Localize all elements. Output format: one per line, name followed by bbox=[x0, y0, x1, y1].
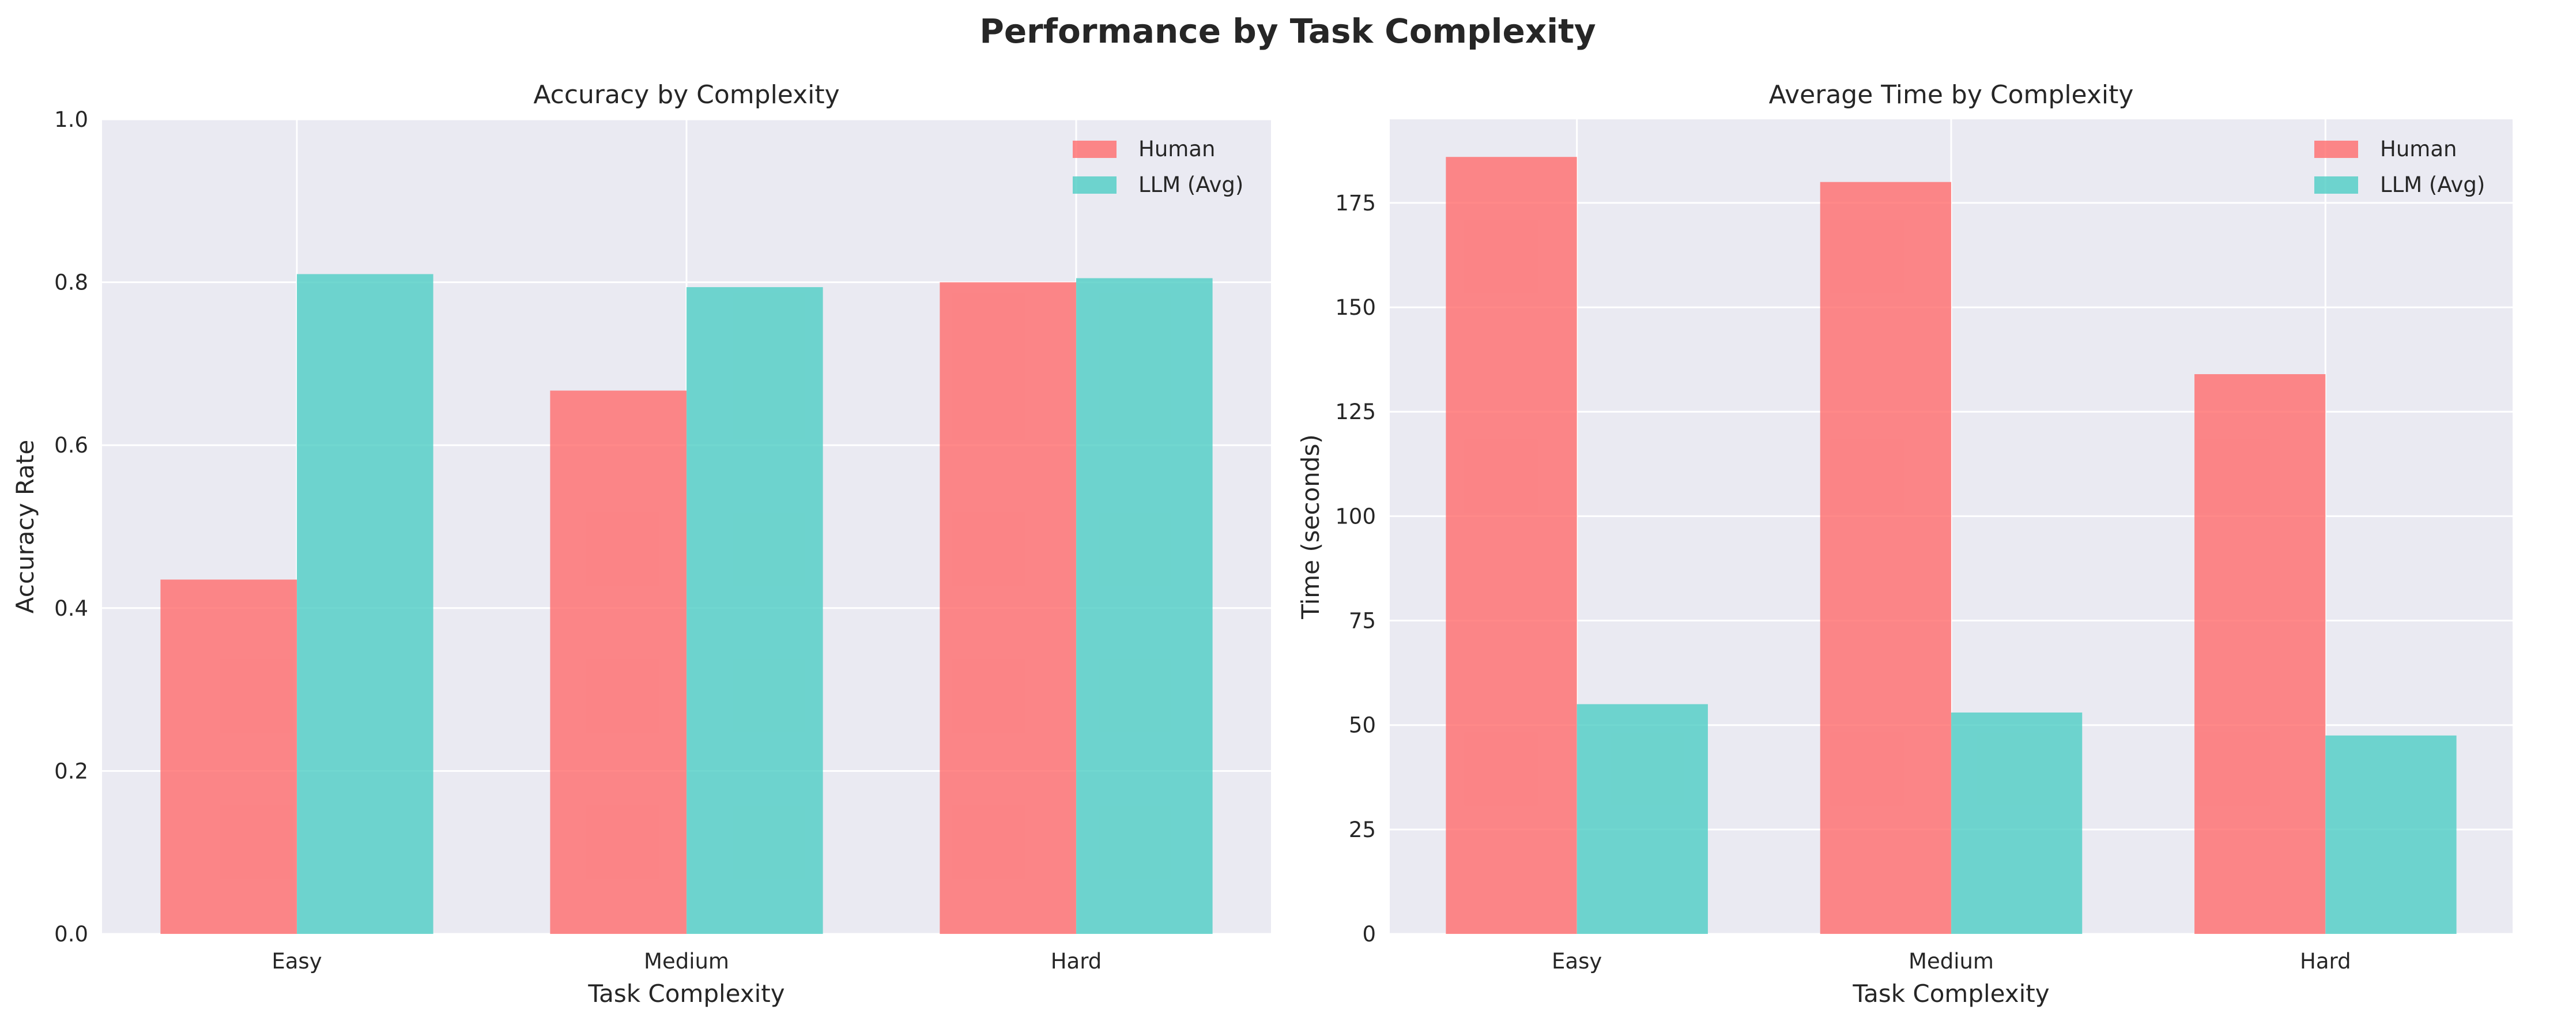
accuracy-bar-llm-medium bbox=[687, 287, 823, 934]
y-tick-label: 175 bbox=[1335, 191, 1376, 216]
time-bar-llm-medium bbox=[1951, 712, 2083, 934]
x-tick-label: Hard bbox=[1051, 949, 1102, 974]
legend-swatch bbox=[1073, 176, 1117, 194]
accuracy-bar-human-easy bbox=[160, 579, 297, 934]
accuracy-bar-human-hard bbox=[940, 282, 1076, 934]
time-chart: 0 25 50 75 100 125 150 175 Easy Medium Hard Average… bbox=[1296, 80, 2513, 1008]
time-bar-llm-hard bbox=[2325, 735, 2457, 934]
accuracy-bar-llm-easy bbox=[297, 274, 433, 934]
accuracy-bar-llm-hard bbox=[1076, 278, 1213, 934]
y-tick-label: 0.8 bbox=[54, 270, 88, 295]
y-tick-label: 150 bbox=[1335, 295, 1376, 320]
legend-label: LLM (Avg) bbox=[1138, 172, 1243, 197]
accuracy-x-axis-label: Task Complexity bbox=[587, 979, 785, 1008]
y-tick-label: 100 bbox=[1335, 504, 1376, 529]
time-chart-title: Average Time by Complexity bbox=[1769, 80, 2134, 110]
y-tick-label: 0.0 bbox=[54, 922, 88, 947]
legend-swatch bbox=[2314, 141, 2358, 158]
figure-title: Performance by Task Complexity bbox=[979, 12, 1596, 51]
y-tick-label: 125 bbox=[1335, 400, 1376, 424]
accuracy-bar-human-medium bbox=[550, 390, 687, 934]
time-bar-human-medium bbox=[1820, 182, 1951, 934]
x-tick-label: Medium bbox=[1909, 949, 1994, 974]
accuracy-chart: 0.0 0.2 0.4 0.6 0.8 1.0 Easy Medium Hard Accuracy… bbox=[11, 80, 1271, 1008]
time-y-axis-label: Time (seconds) bbox=[1296, 434, 1325, 620]
accuracy-legend: Human LLM (Avg) bbox=[1073, 137, 1243, 197]
y-tick-label: 0 bbox=[1362, 922, 1376, 947]
x-tick-label: Hard bbox=[2300, 949, 2351, 974]
legend-label: Human bbox=[2380, 137, 2457, 161]
legend-swatch bbox=[1073, 141, 1117, 158]
y-tick-label: 0.2 bbox=[54, 759, 88, 783]
y-tick-label: 1.0 bbox=[54, 107, 88, 132]
y-tick-label: 0.6 bbox=[54, 433, 88, 458]
legend-label: LLM (Avg) bbox=[2380, 172, 2485, 197]
y-tick-label: 50 bbox=[1349, 713, 1376, 738]
time-legend: Human LLM (Avg) bbox=[2314, 137, 2485, 197]
time-x-axis-label: Task Complexity bbox=[1852, 979, 2049, 1008]
x-tick-label: Medium bbox=[644, 949, 729, 974]
accuracy-chart-title: Accuracy by Complexity bbox=[533, 80, 839, 110]
y-tick-label: 75 bbox=[1349, 609, 1376, 634]
legend-swatch bbox=[2314, 176, 2358, 194]
accuracy-y-axis-label: Accuracy Rate bbox=[11, 440, 39, 613]
time-bar-llm-easy bbox=[1576, 704, 1708, 934]
y-tick-label: 0.4 bbox=[54, 596, 88, 621]
time-bar-human-hard bbox=[2194, 374, 2326, 934]
legend-label: Human bbox=[1138, 137, 1215, 161]
y-tick-label: 25 bbox=[1349, 817, 1376, 842]
time-bar-human-easy bbox=[1446, 157, 1577, 934]
x-tick-label: Easy bbox=[271, 949, 322, 974]
x-tick-label: Easy bbox=[1552, 949, 1602, 974]
